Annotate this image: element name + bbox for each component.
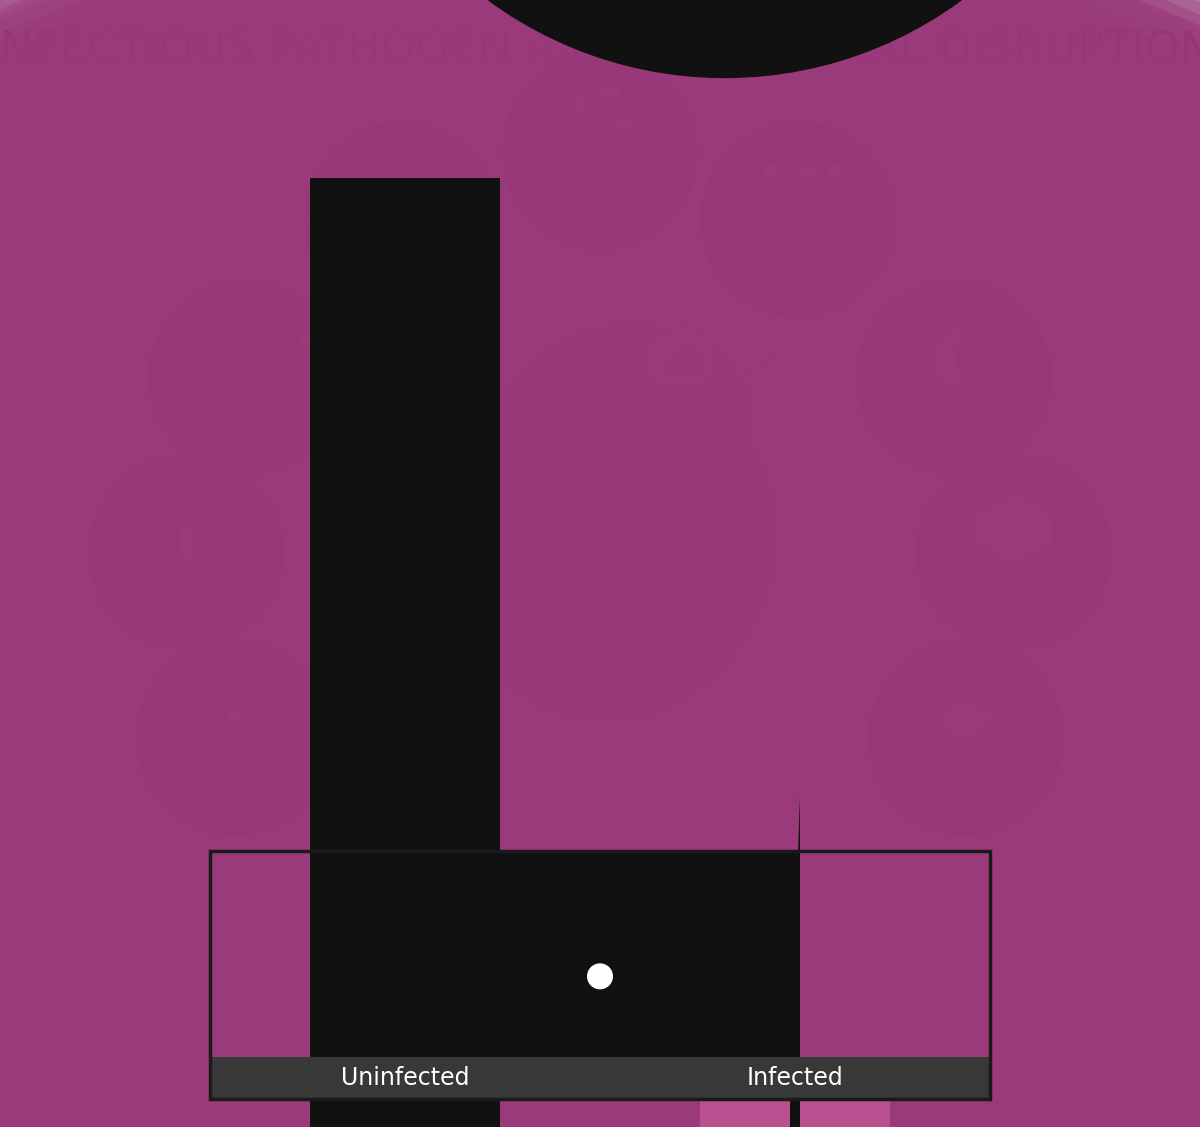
Circle shape — [0, 256, 1200, 1127]
Circle shape — [0, 329, 1108, 1127]
Circle shape — [0, 231, 1135, 1127]
Text: Thermoregulation: Thermoregulation — [118, 582, 254, 597]
Circle shape — [10, 527, 808, 1127]
Circle shape — [128, 708, 678, 1127]
Circle shape — [0, 204, 1200, 1127]
Circle shape — [168, 820, 641, 1127]
FancyArrowPatch shape — [431, 339, 445, 365]
Circle shape — [0, 192, 1145, 1127]
Circle shape — [325, 0, 1124, 78]
Circle shape — [419, 674, 1166, 1127]
Circle shape — [0, 290, 1114, 1127]
Circle shape — [70, 150, 1200, 1127]
Circle shape — [0, 145, 1123, 1127]
Circle shape — [0, 446, 821, 1127]
Circle shape — [546, 712, 1039, 1127]
Circle shape — [326, 571, 1200, 1127]
Circle shape — [83, 168, 1200, 1127]
Circle shape — [0, 338, 1021, 1127]
Circle shape — [62, 517, 754, 1127]
Circle shape — [638, 416, 648, 426]
Circle shape — [0, 54, 1200, 1127]
Circle shape — [77, 561, 739, 1127]
Circle shape — [622, 416, 631, 426]
Circle shape — [0, 38, 1200, 1127]
Circle shape — [198, 860, 618, 1127]
Circle shape — [0, 393, 1009, 1127]
Circle shape — [571, 640, 1021, 1090]
Circle shape — [0, 474, 880, 1127]
Circle shape — [0, 473, 920, 1127]
Ellipse shape — [539, 346, 690, 455]
Circle shape — [0, 305, 1045, 1127]
Circle shape — [220, 358, 1200, 1127]
Circle shape — [511, 578, 1085, 1127]
Ellipse shape — [438, 350, 774, 720]
Circle shape — [48, 610, 761, 1127]
Bar — [181, 508, 191, 557]
Circle shape — [0, 476, 966, 1127]
Circle shape — [148, 258, 1200, 1127]
Circle shape — [232, 468, 1200, 1127]
Circle shape — [97, 579, 720, 1127]
Circle shape — [91, 353, 1200, 1127]
Circle shape — [42, 261, 1200, 1127]
Circle shape — [515, 686, 1081, 1127]
Circle shape — [0, 72, 1200, 1127]
Circle shape — [581, 748, 1012, 1127]
Circle shape — [0, 356, 928, 1127]
Circle shape — [0, 210, 1136, 1127]
Circle shape — [0, 298, 1007, 1127]
Circle shape — [353, 445, 1200, 1127]
Circle shape — [370, 539, 1200, 1127]
Circle shape — [388, 516, 1200, 1127]
Circle shape — [74, 228, 1200, 1127]
Circle shape — [17, 92, 1200, 1127]
Circle shape — [116, 769, 695, 1127]
Circle shape — [0, 104, 1200, 1127]
Circle shape — [173, 646, 647, 1119]
Circle shape — [0, 24, 1200, 1127]
Circle shape — [132, 698, 672, 1127]
Text: Hormone level: Hormone level — [190, 407, 302, 423]
Circle shape — [518, 607, 1069, 1127]
Circle shape — [416, 665, 1180, 1127]
Circle shape — [0, 327, 978, 1127]
Circle shape — [173, 245, 1200, 1127]
Circle shape — [0, 50, 1200, 1127]
Circle shape — [204, 405, 1200, 1127]
Text: Immunity: Immunity — [978, 582, 1050, 597]
Circle shape — [354, 447, 1200, 1127]
Circle shape — [526, 682, 1068, 1127]
Circle shape — [150, 749, 666, 1127]
Circle shape — [170, 757, 643, 1127]
Circle shape — [563, 784, 1021, 1127]
Circle shape — [0, 282, 1192, 1127]
Circle shape — [0, 585, 856, 1127]
Circle shape — [356, 531, 1200, 1127]
Circle shape — [0, 198, 1200, 1127]
Circle shape — [0, 73, 1200, 1127]
Circle shape — [312, 513, 1200, 1127]
Circle shape — [0, 121, 1200, 1127]
Circle shape — [84, 341, 1200, 1127]
Circle shape — [182, 373, 1200, 1127]
Circle shape — [446, 639, 1142, 1127]
Circle shape — [280, 420, 1200, 1127]
Circle shape — [0, 246, 1152, 1127]
Circle shape — [259, 407, 1200, 1127]
Circle shape — [0, 428, 995, 1127]
Circle shape — [0, 70, 1200, 1127]
Circle shape — [0, 309, 1081, 1127]
Circle shape — [0, 145, 1200, 1127]
Circle shape — [0, 34, 1200, 1127]
Circle shape — [0, 524, 943, 1127]
Circle shape — [94, 153, 1200, 1127]
Circle shape — [0, 170, 1117, 1127]
